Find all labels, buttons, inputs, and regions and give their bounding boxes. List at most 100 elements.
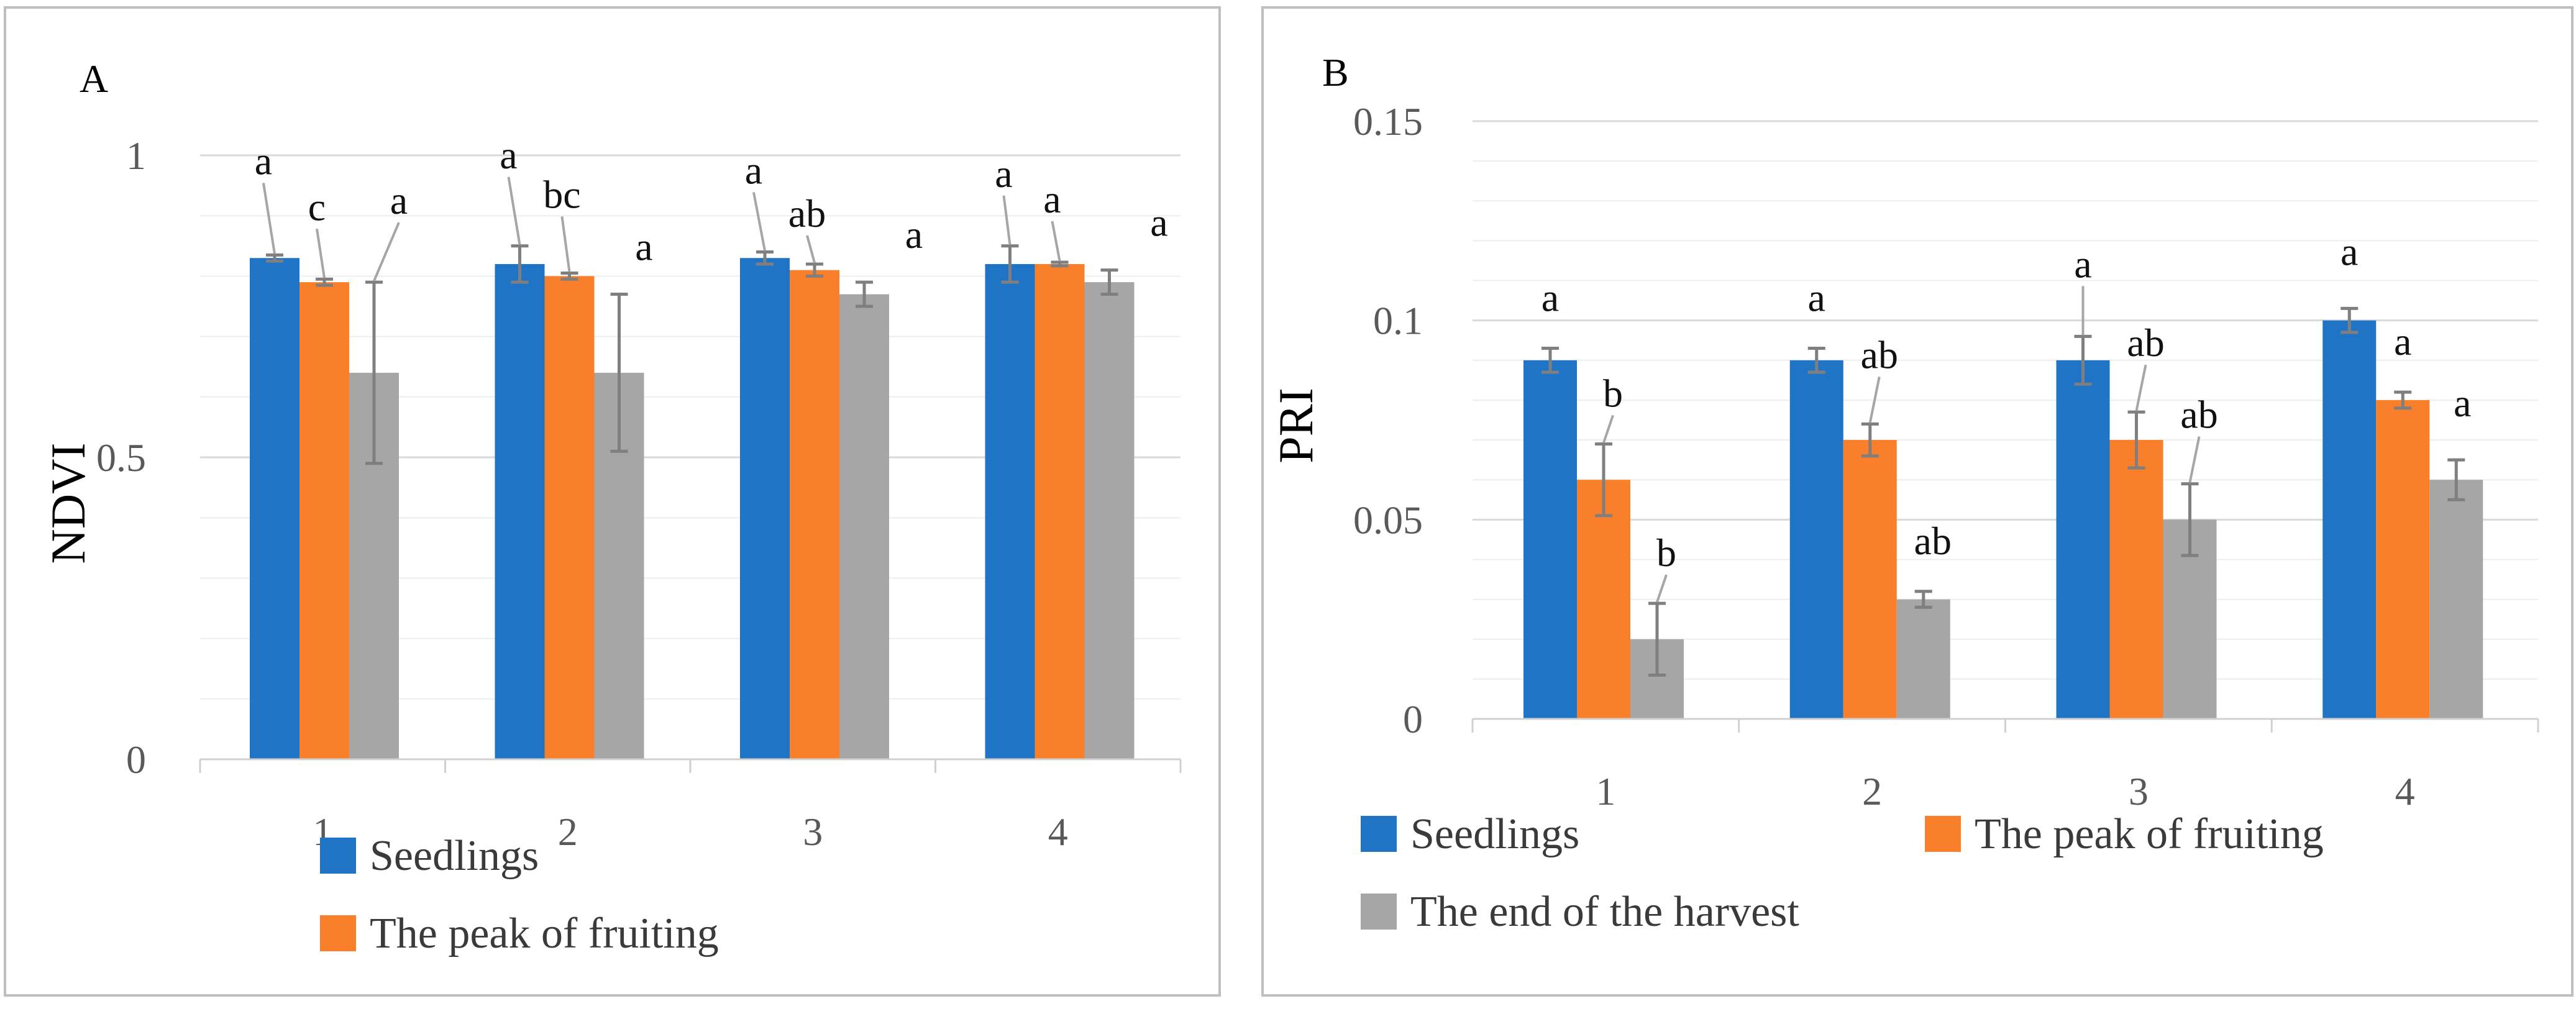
letter-leader-line (1051, 221, 1061, 262)
legend-swatch (1361, 816, 1397, 852)
legend-entry: The peak of fruiting (320, 910, 719, 958)
significance-letter: a (995, 152, 1012, 196)
error-bar (2127, 410, 2145, 470)
significance-letter: a (2341, 229, 2358, 273)
letter-leader-line (1002, 195, 1012, 245)
bar-seedlings-1 (1523, 360, 1577, 719)
significance-letter: b (1603, 371, 1623, 415)
significance-letter: ab (1914, 519, 1952, 563)
letter-leader-line (1868, 377, 1881, 423)
bar-the-peak-of-fruiting-2 (544, 276, 595, 759)
significance-letter: c (308, 185, 326, 229)
error-bar (266, 253, 283, 263)
bar-the-peak-of-fruiting-3 (2109, 440, 2163, 719)
significance-letter: ab (1861, 332, 1898, 377)
error-bar (1648, 601, 1666, 677)
legend-label: The peak of fruiting (1975, 810, 2324, 858)
x-category-label: 2 (558, 810, 578, 854)
y-tick-label: 0.5 (96, 436, 146, 480)
error-bar (610, 293, 628, 453)
y-tick-label: 0.1 (1373, 299, 1423, 343)
panel-b-error-bars (1541, 306, 2465, 677)
bar-the-peak-of-fruiting-3 (790, 270, 839, 759)
panel-b-y-axis-label: PRI (1269, 388, 1323, 463)
legend-label: Seedlings (370, 832, 539, 880)
legend-label: Seedlings (1410, 810, 1579, 858)
legend-label: The end of the harvest (1410, 888, 1799, 936)
significance-letter: a (255, 139, 272, 183)
significance-letter: ab (2127, 321, 2164, 365)
legend-swatch (1925, 816, 1961, 852)
bar-the-end-of-the-harvest-2 (1896, 599, 1950, 719)
bar-the-peak-of-fruiting-2 (1843, 440, 1897, 719)
panel-a-legend: Seedlings The peak of fruiting (320, 832, 719, 958)
error-bar (316, 277, 333, 287)
error-bar (1914, 590, 1932, 609)
error-bar (1051, 260, 1069, 268)
bar-seedlings-3 (2056, 360, 2110, 719)
error-bar (2394, 390, 2412, 410)
significance-letter: a (1808, 276, 1825, 320)
letter-leader-line (2188, 436, 2201, 483)
bar-the-end-of-the-harvest-3 (839, 294, 889, 759)
legend-swatch (1361, 894, 1397, 930)
error-bar (1807, 347, 1825, 374)
significance-letter: b (1656, 531, 1676, 575)
y-tick-label: 0.15 (1353, 99, 1423, 144)
x-category-label: 4 (2395, 769, 2415, 813)
letter-leader-line (1656, 574, 1668, 603)
panel-b-letter: B (1322, 50, 1349, 94)
significance-letter: ab (788, 191, 826, 235)
panel-b-legend: Seedlings The peak of fruiting The end of … (1361, 810, 2324, 936)
letter-leader-line (752, 192, 766, 251)
y-tick-label: 0 (126, 738, 146, 782)
significance-letter: a (1541, 276, 1559, 320)
error-bar (2447, 458, 2465, 501)
significance-letter: bc (543, 173, 580, 217)
panel-b-axis-ticks: 0 0.05 0.1 0.15 1 2 3 4 (1353, 99, 2539, 813)
x-category-label: 4 (1048, 810, 1068, 854)
x-category-label: 1 (1596, 769, 1615, 813)
bar-seedlings-2 (495, 263, 545, 760)
error-bar (1100, 268, 1118, 296)
error-bar (806, 262, 823, 278)
letter-leader-line (806, 235, 816, 263)
error-bar (511, 244, 529, 284)
bar-seedlings-2 (1789, 360, 1843, 719)
legend-entry: Seedlings (1361, 810, 1579, 858)
bar-seedlings-4 (985, 263, 1035, 760)
error-bar (756, 250, 774, 266)
panel-b-frame (1261, 6, 2574, 997)
significance-letter: a (1150, 201, 1167, 245)
significance-letter: a (745, 149, 762, 193)
letter-leader-line (373, 222, 400, 281)
bar-the-end-of-the-harvest-4 (1084, 282, 1135, 759)
letter-leader-line (2135, 364, 2147, 411)
significance-letter: a (2454, 381, 2471, 425)
error-bar (2181, 482, 2199, 557)
error-bar (1861, 422, 1879, 458)
bar-the-peak-of-fruiting-1 (299, 282, 349, 759)
legend-entry: The peak of fruiting (1925, 810, 2324, 858)
error-bar (1541, 347, 1559, 374)
letter-leader-line (560, 216, 571, 272)
significance-letter: a (905, 213, 923, 257)
legend-swatch (320, 915, 356, 951)
significance-letter: a (1043, 177, 1061, 221)
bar-the-peak-of-fruiting-4 (2376, 400, 2430, 719)
error-bar (365, 280, 383, 465)
error-bar (560, 272, 578, 281)
panel-a-frame (4, 6, 1221, 997)
panel-b-bars (1523, 320, 2483, 719)
error-bar (1595, 442, 1612, 518)
bar-the-peak-of-fruiting-4 (1035, 263, 1085, 760)
panel-a-axis-ticks: 00.511 2 3 4 (96, 134, 1182, 854)
error-bar (856, 280, 873, 308)
x-category-label: 2 (1862, 769, 1882, 813)
bar-the-peak-of-fruiting-1 (1577, 480, 1630, 719)
significance-letter: a (2394, 319, 2411, 363)
